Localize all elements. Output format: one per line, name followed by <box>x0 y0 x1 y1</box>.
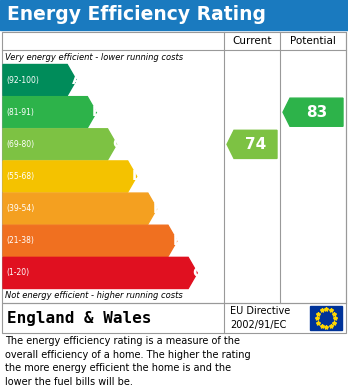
Text: G: G <box>192 266 204 280</box>
Text: F: F <box>173 234 183 248</box>
Polygon shape <box>3 225 177 256</box>
Bar <box>2 303 346 333</box>
Polygon shape <box>3 129 117 160</box>
Text: 83: 83 <box>306 105 327 120</box>
Polygon shape <box>3 65 76 96</box>
Text: 74: 74 <box>245 137 266 152</box>
Text: B: B <box>92 105 103 119</box>
Text: E: E <box>153 202 163 216</box>
Polygon shape <box>3 193 157 224</box>
Text: (81-91): (81-91) <box>6 108 34 117</box>
Text: A: A <box>72 73 82 87</box>
Text: (39-54): (39-54) <box>6 204 34 213</box>
Bar <box>0 0 348 30</box>
Polygon shape <box>3 161 137 192</box>
Text: Not energy efficient - higher running costs: Not energy efficient - higher running co… <box>5 292 183 301</box>
Polygon shape <box>3 97 96 128</box>
Text: England & Wales: England & Wales <box>7 310 151 325</box>
Text: EU Directive
2002/91/EC: EU Directive 2002/91/EC <box>230 307 290 330</box>
Text: (1-20): (1-20) <box>6 269 29 278</box>
Text: Current: Current <box>232 36 272 46</box>
Text: (21-38): (21-38) <box>6 236 34 245</box>
Text: Very energy efficient - lower running costs: Very energy efficient - lower running co… <box>5 52 183 61</box>
Text: Potential: Potential <box>290 36 336 46</box>
Text: (55-68): (55-68) <box>6 172 34 181</box>
Polygon shape <box>227 130 277 158</box>
Text: The energy efficiency rating is a measure of the
overall efficiency of a home. T: The energy efficiency rating is a measur… <box>5 336 251 387</box>
Polygon shape <box>3 257 197 289</box>
Text: C: C <box>112 137 122 151</box>
Bar <box>310 306 342 330</box>
Text: (92-100): (92-100) <box>6 75 39 84</box>
Text: (69-80): (69-80) <box>6 140 34 149</box>
Text: D: D <box>132 170 143 183</box>
Polygon shape <box>283 98 343 126</box>
Text: Energy Efficiency Rating: Energy Efficiency Rating <box>7 5 266 25</box>
Bar <box>2 32 346 303</box>
